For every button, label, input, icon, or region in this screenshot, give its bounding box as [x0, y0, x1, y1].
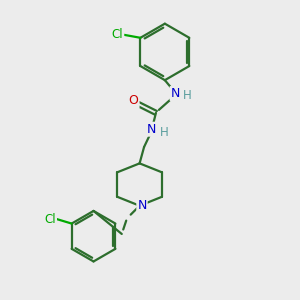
- Text: N: N: [171, 87, 180, 100]
- Text: H: H: [160, 126, 168, 139]
- Text: O: O: [129, 94, 139, 107]
- Text: Cl: Cl: [112, 28, 123, 41]
- Text: H: H: [183, 88, 192, 101]
- Text: N: N: [137, 199, 147, 212]
- Text: N: N: [147, 123, 156, 136]
- Text: Cl: Cl: [44, 213, 56, 226]
